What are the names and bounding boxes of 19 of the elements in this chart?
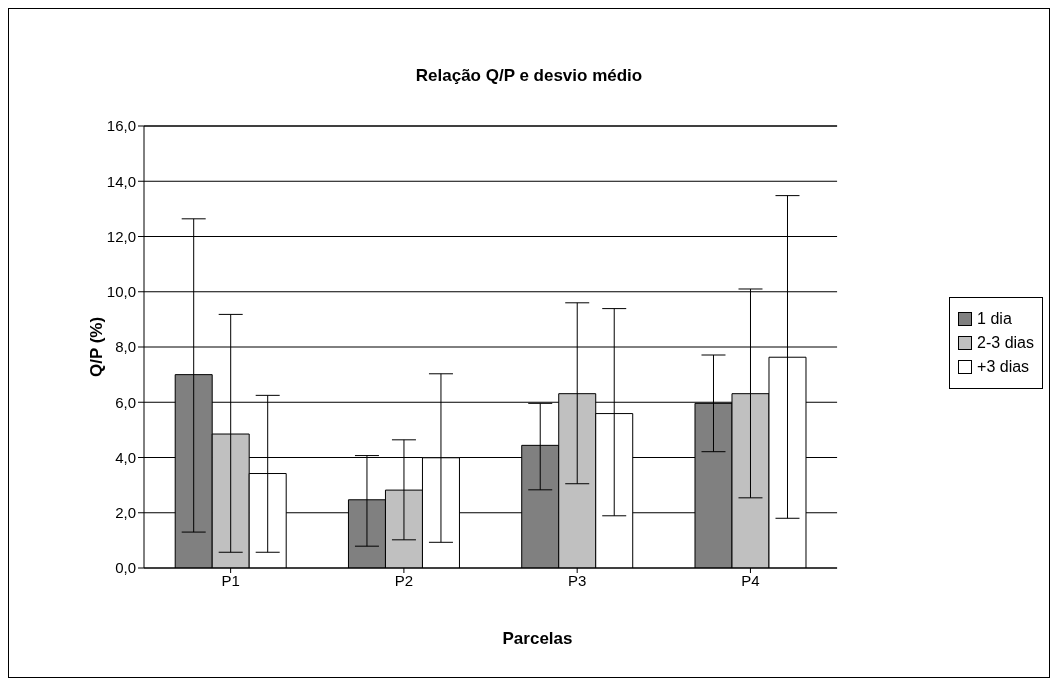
legend-label: +3 dias — [977, 358, 1030, 376]
chart-title: Relação Q/P e desvio médio — [414, 66, 644, 86]
y-tick-label: 6,0 — [115, 393, 136, 411]
x-axis-title: Parcelas — [501, 629, 574, 649]
x-tick-label: P4 — [741, 571, 760, 589]
y-tick-label: 8,0 — [115, 338, 136, 356]
y-tick-label: 0,0 — [115, 559, 136, 577]
x-tick-label: P3 — [567, 571, 587, 589]
legend-label: 2-3 dias — [977, 334, 1034, 352]
y-axis-title: Q/P (%) — [87, 316, 107, 378]
y-tick-label: 16,0 — [106, 117, 136, 135]
y-tick-label: 14,0 — [106, 172, 136, 190]
y-tick-label: 2,0 — [115, 504, 136, 522]
legend-label: 1 dia — [977, 310, 1012, 328]
x-tick-label: P1 — [221, 571, 240, 589]
y-tick-label: 10,0 — [106, 283, 136, 301]
y-tick-label: 4,0 — [115, 448, 136, 466]
x-tick-label: P2 — [394, 571, 414, 589]
y-tick-label: 12,0 — [106, 227, 136, 245]
